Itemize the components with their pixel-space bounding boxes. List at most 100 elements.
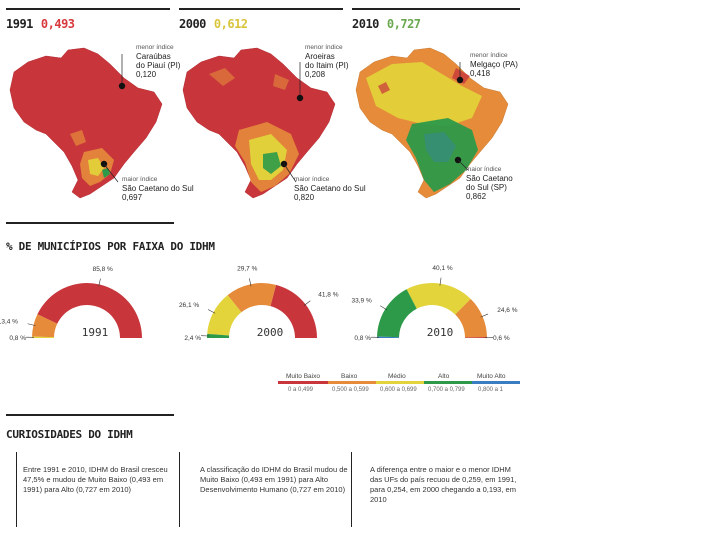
section-title-municipios: % DE MUNICÍPIOS POR FAIXA DO IDHM	[6, 240, 215, 253]
donut-data-label: 0,8 %	[9, 335, 26, 342]
map-pointer-2000-high	[280, 160, 297, 183]
donut-slice-baixo	[455, 298, 487, 338]
annotation-label: maior índice	[466, 166, 502, 173]
donut-label-leader	[480, 313, 489, 318]
legend-range-muito-baixo: 0 a 0,499	[288, 387, 314, 393]
map-header-2000: 2000 0,612	[179, 17, 248, 31]
donut-label-leader	[249, 278, 252, 287]
annotation-2010-low: menor índice Melgaço (PA) 0,418	[470, 52, 560, 79]
map-pointer-2010-high	[454, 156, 469, 171]
map-pointer-2010-low	[456, 62, 464, 84]
annotation-value: 0,120	[136, 70, 157, 79]
donut-chart-2010: 0,6 % 24,6 % 40,1 % 33,9 % 0,8 % 2010	[352, 265, 518, 342]
donut-label-leader	[207, 309, 216, 314]
annotation-value: 0,697	[122, 193, 143, 202]
annotation-value: 0,820	[294, 193, 315, 202]
map-index-value: 0,493	[40, 17, 75, 31]
annotation-place: São Caetano do Sul	[294, 184, 366, 193]
map-index-value: 0,612	[213, 17, 248, 31]
annotation-value: 0,208	[305, 70, 326, 79]
donut-label-leader	[380, 305, 388, 311]
map-header-1991: 1991 0,493	[6, 17, 75, 31]
section-rule-2	[6, 414, 174, 416]
donut-data-label: 26,1 %	[179, 302, 199, 309]
legend-label-alto: Alto	[438, 373, 450, 380]
donut-year-label: 1991	[82, 326, 109, 339]
map-year: 2000	[179, 17, 206, 31]
annotation-value: 0,862	[466, 192, 487, 201]
card-divider-3	[351, 452, 352, 527]
header-rule-2	[179, 8, 343, 10]
donut-data-label: 40,1 %	[432, 265, 452, 272]
legend-label-muito-baixo: Muito Baixo	[286, 373, 320, 380]
annotation-label: menor índice	[470, 52, 508, 59]
annotation-place: do Itaim (PI)	[305, 61, 349, 70]
curiosity-card-3: A diferença entre o maior e o menor IDHM…	[370, 465, 517, 504]
donut-slice-muito-alto	[377, 336, 400, 338]
donut-label-leader	[303, 300, 311, 306]
donut-data-label: 0,8 %	[354, 335, 371, 342]
annotation-2010-high: maior índice São Caetano do Sul (SP) 0,8…	[466, 166, 556, 202]
donut-slice-baixo	[32, 314, 58, 338]
donut-label-leader	[27, 323, 36, 326]
brazil-map-2000	[182, 47, 336, 199]
donut-slice-alto	[207, 333, 230, 338]
annotation-label: menor índice	[305, 44, 343, 51]
annotation-label: maior índice	[122, 176, 158, 183]
map-year: 2010	[352, 17, 379, 31]
map-pointer-1991-low	[118, 54, 126, 90]
brazil-map-2010	[355, 47, 509, 199]
map-index-value: 0,727	[386, 17, 421, 31]
section-title-curiosidades: CURIOSIDADES DO IDHM	[6, 428, 133, 441]
donut-label-leader	[98, 278, 101, 287]
annotation-label: maior índice	[294, 176, 330, 183]
donut-data-label: 13,4 %	[0, 318, 18, 325]
card-divider-2	[179, 452, 180, 527]
annotation-place: São Caetano	[466, 174, 513, 183]
legend-range-baixo: 0,500 a 0,599	[332, 387, 369, 393]
map-year: 1991	[6, 17, 33, 31]
legend-label-baixo: Baixo	[341, 373, 358, 380]
donut-year-label: 2010	[427, 326, 454, 339]
annotation-place: Caraúbas	[136, 52, 171, 61]
annotation-place: Melgaço (PA)	[470, 60, 518, 69]
donut-chart-2000: 41,8 % 29,7 % 26,1 % 2,4 % 2000	[179, 266, 339, 342]
legend-label-muito-alto: Muito Alto	[477, 373, 506, 380]
legend-swatch-medio	[376, 381, 424, 384]
annotation-place: Aroeiras	[305, 52, 335, 61]
annotation-value: 0,418	[470, 69, 491, 78]
donut-slice-baixo	[227, 283, 277, 313]
header-rule-3	[352, 8, 520, 10]
donut-slice-médio	[32, 336, 55, 338]
map-pointer-2000-low	[296, 62, 304, 102]
donut-slice-alto	[377, 289, 417, 338]
donut-slice-muito-baixo	[464, 336, 487, 338]
annotation-2000-high: maior índice São Caetano do Sul 0,820	[294, 176, 384, 203]
legend-swatch-muito-baixo	[278, 381, 328, 384]
donut-data-label: 0,6 %	[493, 335, 510, 342]
annotation-place: São Caetano do Sul	[122, 184, 194, 193]
donut-data-label: 41,8 %	[318, 292, 338, 299]
donut-slice-muito-baixo	[37, 283, 143, 338]
annotation-place: do Sul (SP)	[466, 183, 507, 192]
donut-slice-médio	[207, 295, 242, 336]
legend-swatch-muito-alto	[472, 381, 520, 384]
legend-swatch-alto	[424, 381, 472, 384]
donut-label-leader	[439, 277, 442, 286]
donut-data-label: 24,6 %	[497, 307, 517, 314]
section-rule-1	[6, 222, 174, 224]
map-header-2010: 2010 0,727	[352, 17, 421, 31]
legend-range-medio: 0,600 a 0,699	[380, 387, 417, 393]
donut-data-label: 2,4 %	[184, 335, 201, 342]
annotation-2000-low: menor índice Aroeiras do Itaim (PI) 0,20…	[305, 44, 395, 80]
donut-slice-muito-baixo	[270, 284, 317, 338]
map-pointer-1991-high	[100, 160, 119, 183]
donut-data-label: 29,7 %	[237, 266, 257, 273]
legend-range-muito-alto: 0,800 a 1	[478, 387, 504, 393]
curiosity-card-1: Entre 1991 e 2010, IDHM do Brasil cresce…	[23, 465, 168, 494]
curiosity-card-2: A classificação do IDHM do Brasil mudou …	[200, 465, 348, 494]
legend-label-medio: Médio	[388, 373, 406, 380]
donut-chart-1991: 85,8 % 13,4 % 0,8 % 1991	[0, 266, 143, 342]
legend-range-alto: 0,700 a 0,799	[428, 387, 465, 393]
header-rule-1	[6, 8, 170, 10]
